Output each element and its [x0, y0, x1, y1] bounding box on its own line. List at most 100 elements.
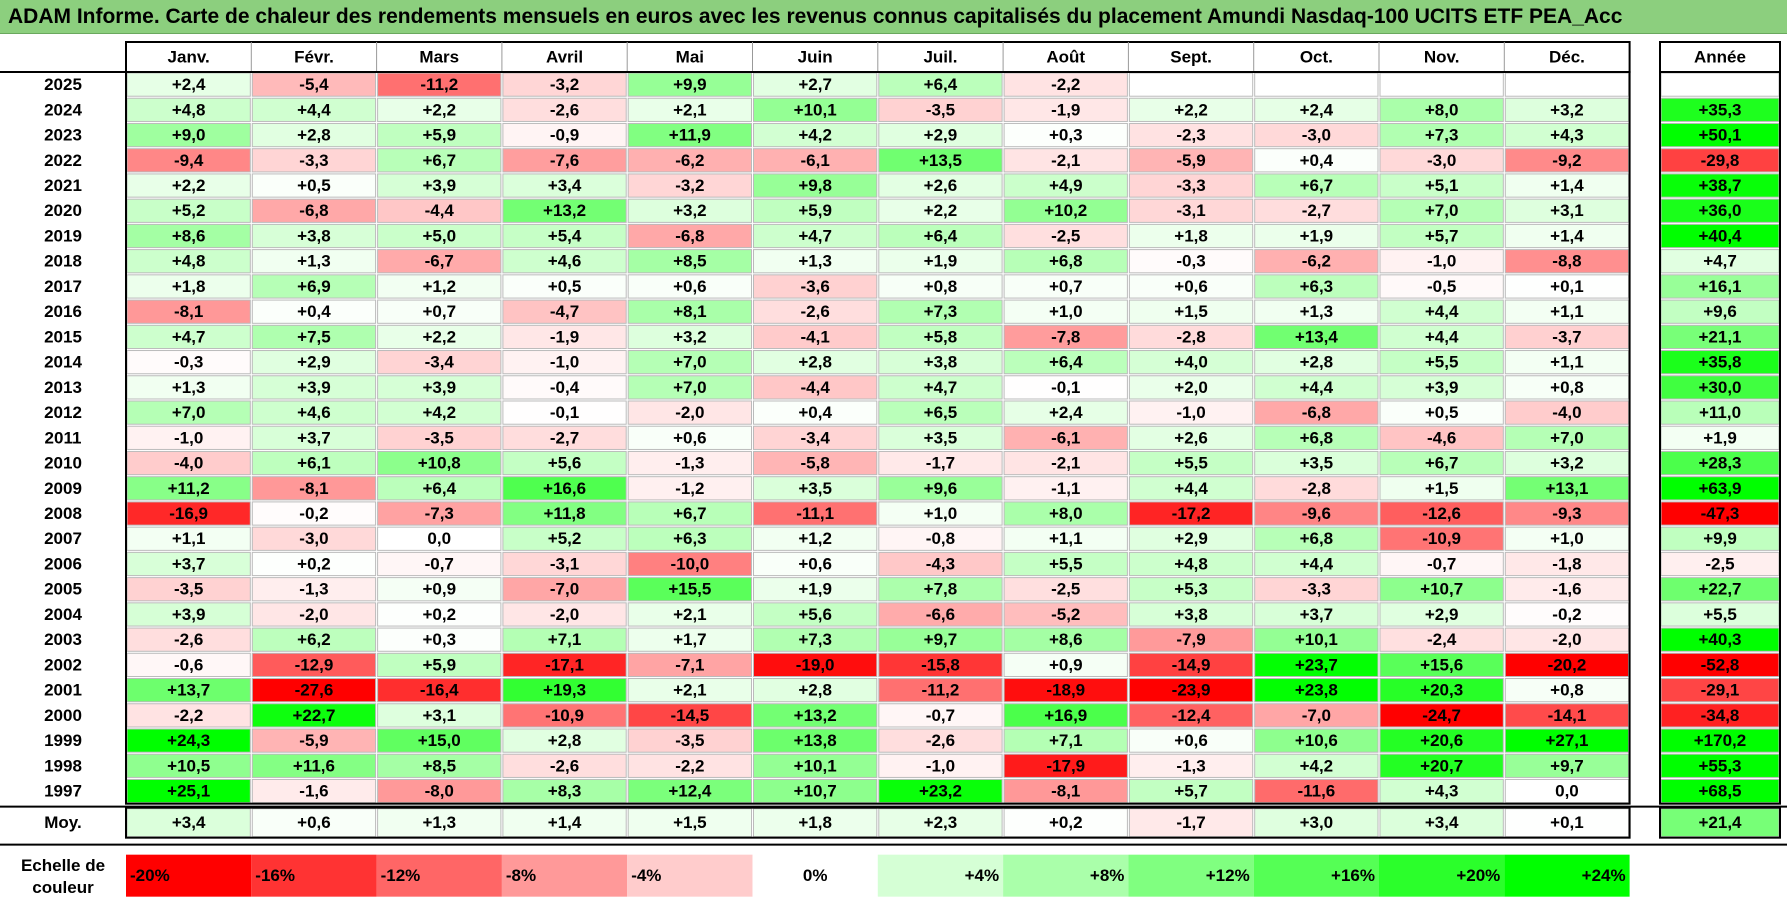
heatmap-cell — [753, 627, 878, 652]
cell-value: +3,5 — [1300, 454, 1334, 473]
cell-value: -14,9 — [1172, 655, 1211, 674]
cell-value: +11,6 — [293, 756, 335, 775]
heatmap-cell — [1003, 97, 1128, 122]
scale-step-label: -4% — [631, 866, 661, 885]
scale-step-label: +8% — [1090, 866, 1125, 885]
row-label: 2009 — [44, 479, 82, 498]
heatmap-cell — [251, 526, 377, 551]
heatmap-cell — [878, 173, 1003, 198]
cell-value: +6,4 — [924, 226, 958, 245]
cell-value: -5,8 — [801, 454, 830, 473]
cell-value: +0,6 — [673, 277, 707, 296]
cell-value: -8,1 — [1051, 782, 1080, 801]
heatmap-cell — [1254, 551, 1379, 577]
heatmap-cell — [753, 602, 878, 627]
heatmap-cell — [1379, 652, 1504, 678]
heatmap-cell — [251, 703, 377, 728]
cell-value: -0,5 — [1427, 277, 1456, 296]
heatmap-cell — [1003, 299, 1128, 324]
cell-value: +2,2 — [172, 176, 206, 195]
heatmap-cell — [1254, 425, 1379, 450]
heatmap-cell — [1254, 148, 1379, 173]
cell-value: +13,4 — [1295, 327, 1339, 346]
cell-value: -1,0 — [926, 756, 955, 775]
heatmap-cell — [878, 97, 1003, 122]
cell-value: -4,1 — [801, 327, 830, 346]
cell-value: -3,0 — [299, 529, 328, 548]
cell-value: +4,4 — [1425, 302, 1459, 321]
cell-value: +13,7 — [167, 681, 210, 700]
cell-value: -2,1 — [1051, 151, 1080, 170]
cell-value: +1,4 — [1550, 226, 1584, 245]
cell-value: +2,8 — [297, 126, 331, 145]
cell-value: -1,0 — [1176, 403, 1205, 422]
cell-value: -0,3 — [1176, 252, 1205, 271]
year-value: +9,9 — [1703, 529, 1737, 548]
row-label: 2011 — [45, 428, 82, 447]
scale-step-label: -20% — [130, 866, 170, 885]
cell-value: +4,6 — [548, 252, 582, 271]
heatmap-cell — [753, 375, 878, 400]
cell-value: +7,8 — [924, 580, 958, 599]
cell-value: +10,2 — [1044, 201, 1087, 220]
cell-value: +10,1 — [794, 756, 837, 775]
heatmap-cell — [753, 400, 878, 425]
heatmap-cell — [1003, 173, 1128, 198]
heatmap-cell — [502, 425, 627, 450]
heatmap-cell — [1254, 350, 1379, 375]
cell-value: -2,0 — [675, 403, 704, 422]
cell-value: 0,0 — [427, 529, 451, 548]
cell-value: +5,2 — [548, 529, 582, 548]
cell-value: -3,3 — [299, 151, 328, 170]
heatmap-cell — [1379, 728, 1504, 753]
cell-value: -6,1 — [801, 151, 830, 170]
heatmap-cell — [1128, 753, 1254, 778]
heatmap-cell — [627, 753, 753, 778]
heatmap-cell — [1379, 148, 1504, 173]
heatmap-cell — [1379, 274, 1504, 299]
cell-value: +2,4 — [172, 75, 206, 94]
column-header: Juil. — [923, 47, 957, 66]
cell-value: -1,8 — [1552, 554, 1581, 573]
cell-value: +23,8 — [1295, 681, 1338, 700]
cell-value: +4,4 — [1300, 378, 1334, 397]
heatmap-cell — [627, 249, 753, 274]
cell-value: +3,2 — [1550, 454, 1584, 473]
cell-value: +13,5 — [919, 151, 962, 170]
heatmap-cell — [1254, 450, 1379, 476]
cell-value: +0,9 — [1049, 655, 1083, 674]
year-body-border — [1659, 71, 1781, 805]
heatmap-cell — [502, 97, 627, 122]
cell-value: +2,2 — [924, 201, 958, 220]
scale-swatch — [251, 854, 377, 897]
cell-value: -9,6 — [1302, 504, 1331, 523]
heatmap-cell — [1379, 173, 1504, 198]
heatmap-cell — [251, 627, 377, 652]
heatmap-cell — [1254, 602, 1379, 627]
row-label: 2007 — [44, 529, 82, 548]
cell-value: -4,0 — [174, 454, 203, 473]
cell-value: -2,6 — [550, 100, 579, 119]
heatmap-cell — [1254, 122, 1379, 148]
heatmap-cell — [502, 350, 627, 375]
cell-value: -3,4 — [801, 428, 831, 447]
cell-value: +7,0 — [1425, 201, 1459, 220]
year-value: +55,3 — [1698, 756, 1741, 775]
cell-value: -2,7 — [550, 428, 579, 447]
heatmap-cell — [502, 501, 627, 526]
cell-value: -2,6 — [174, 630, 203, 649]
heatmap-cell — [878, 728, 1003, 753]
heatmap-cell — [377, 375, 502, 400]
heatmap-cell — [627, 400, 753, 425]
row-label: 1998 — [44, 756, 82, 775]
cell-value: +13,1 — [1545, 479, 1588, 498]
cell-value: +5,9 — [422, 126, 456, 145]
row-label: 2020 — [44, 201, 82, 220]
cell-value: +7,1 — [1049, 731, 1083, 750]
heatmap-cell — [627, 324, 753, 350]
cell-value: +12,4 — [668, 782, 712, 801]
cell-value: +2,9 — [297, 353, 331, 372]
heatmap-cell — [251, 198, 377, 223]
heatmap-cell — [878, 753, 1003, 778]
cell-value: -15,8 — [921, 655, 960, 674]
